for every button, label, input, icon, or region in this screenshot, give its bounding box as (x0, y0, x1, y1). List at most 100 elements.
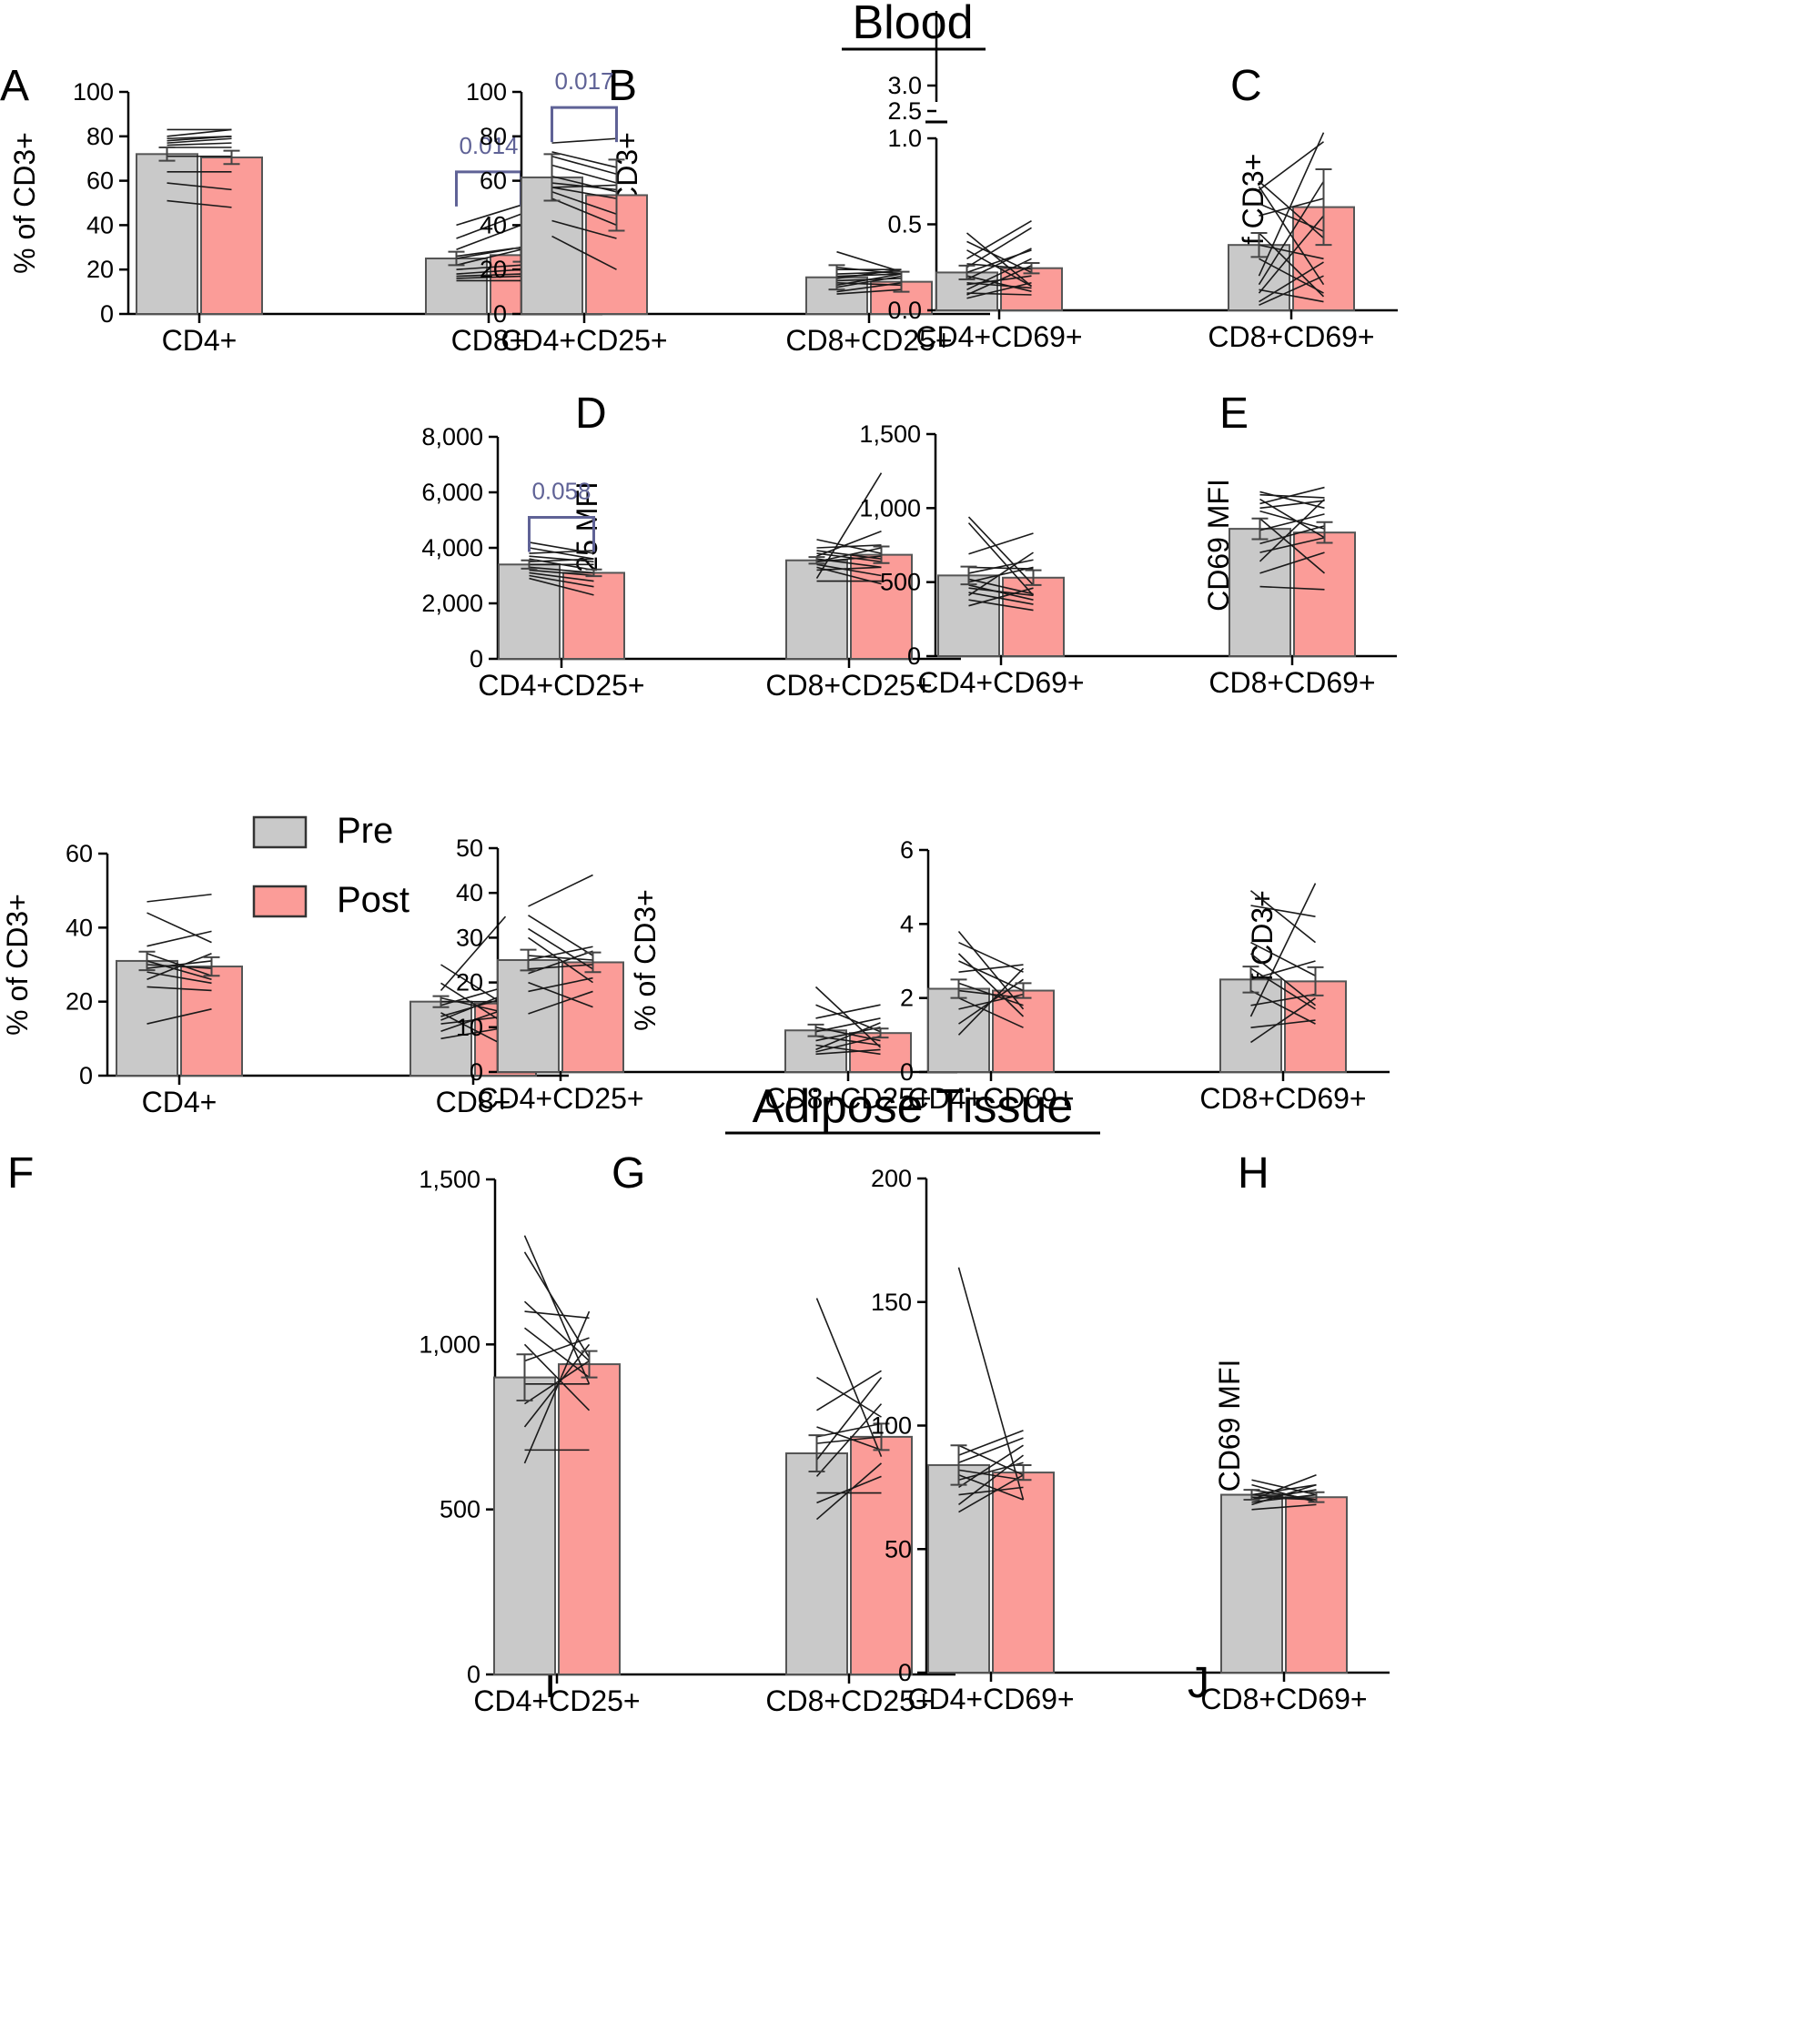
panel-letter: H (1238, 1149, 1269, 1198)
subject-line (551, 155, 617, 176)
subject-line (836, 250, 902, 273)
subject-line (456, 273, 521, 278)
subject-line (528, 936, 593, 984)
subject-line (1259, 500, 1325, 510)
y-tick-label: 50 (885, 1535, 912, 1563)
subject-line (966, 275, 1032, 292)
x-tick-label: CD4+ (162, 324, 238, 357)
subject-line (958, 982, 1024, 1006)
subject-line (529, 566, 594, 574)
y-tick-label: 0 (470, 1058, 483, 1086)
subject-line (816, 1422, 882, 1438)
y-tick-label: 0 (493, 300, 507, 328)
subject-line (1259, 498, 1326, 562)
y-tick-label: 80 (480, 123, 507, 150)
panel-letter: J (1188, 1659, 1209, 1707)
y-tick-label: 0 (100, 300, 114, 328)
subject-line (1250, 1019, 1316, 1028)
panel-letter: A (0, 62, 29, 110)
x-tick-label: CD4+CD25+ (500, 324, 667, 357)
subject-line (836, 282, 902, 287)
subject-line (167, 128, 232, 137)
subject-line (551, 175, 617, 193)
subject-line (966, 292, 1032, 296)
subject-line (816, 1376, 882, 1418)
x-tick-label: CD4+CD25+ (473, 1684, 640, 1717)
subject-line (456, 247, 521, 258)
y-tick-label: 40 (86, 211, 114, 238)
y-tick-label: 4 (900, 910, 914, 937)
bar-pre (785, 559, 848, 660)
y-tick-label: 100 (871, 1412, 912, 1440)
y-tick-label: 0 (79, 1062, 93, 1089)
y-axis-label: CD69 MFI (1213, 1360, 1246, 1492)
subject-line (958, 1430, 1024, 1456)
subject-line (816, 550, 882, 560)
bar-pre (136, 153, 198, 315)
subject-line (528, 976, 593, 993)
y-axis-label: % of CD3+ (8, 132, 41, 274)
y-tick-label: 6,000 (421, 479, 483, 506)
legend-swatch-pre (252, 815, 308, 849)
subject-line (551, 164, 617, 184)
bar-pre (785, 1452, 848, 1675)
y-tick-label: 1,000 (859, 494, 921, 521)
bar-pre (1228, 528, 1291, 658)
y-tick-label: 1,500 (419, 1166, 480, 1193)
subject-line (814, 986, 882, 1048)
y-tick-label: 100 (73, 78, 114, 106)
subject-line (1250, 941, 1316, 976)
subject-line (1249, 890, 1317, 944)
subject-line (528, 981, 593, 1008)
subject-line (958, 941, 1024, 973)
subject-line (529, 547, 594, 560)
subject-line (551, 235, 617, 270)
panel-letter: E (1219, 389, 1249, 438)
subject-line (524, 1360, 590, 1405)
subject-line (968, 566, 1034, 570)
y-tick-label: 8,000 (421, 423, 483, 450)
subject-line (958, 1474, 1024, 1513)
subject-line (440, 964, 506, 1006)
subject-line (1251, 1479, 1317, 1496)
subject-line (551, 137, 617, 144)
bar-post (992, 1472, 1055, 1674)
subject-line (966, 263, 1032, 270)
subject-line (1259, 141, 1324, 191)
subject-line (966, 249, 1032, 274)
subject-line (551, 219, 617, 239)
subject-line (1258, 132, 1325, 277)
subject-line (1258, 232, 1325, 298)
bar-pre (927, 1463, 990, 1674)
subject-line (1250, 967, 1316, 1010)
panel-a: A 0 20 40 60 80 100 % of CD3+ CD4+ CD8+ 0.014 (0, 62, 602, 357)
subject-line (1251, 1483, 1317, 1496)
subject-line (440, 1012, 506, 1047)
subject-line (967, 522, 1035, 596)
subject-line (816, 552, 882, 563)
y-tick-label: 40 (456, 879, 483, 906)
y-axis-label: % of CD3+ (629, 889, 662, 1031)
x-tick-label: CD8+CD25+ (785, 324, 952, 357)
x-tick-label: CD4+CD25+ (477, 1082, 643, 1115)
subject-line (147, 893, 212, 903)
subject-line (958, 1444, 1024, 1489)
x-tick-label: CD8+ (451, 324, 527, 357)
subject-line (968, 559, 1034, 574)
bar-pre (116, 959, 178, 1077)
subject-line (815, 1027, 881, 1042)
subject-line (147, 971, 212, 985)
subject-line (529, 541, 594, 554)
y-tick-label: 150 (871, 1289, 912, 1316)
subject-line (958, 1474, 1024, 1501)
y-tick-label: 50 (456, 834, 483, 862)
y-tick-label: 20 (86, 256, 114, 283)
y-tick-label: 0.0 (887, 297, 922, 324)
subject-line (529, 574, 594, 588)
subject-line (815, 1004, 881, 1033)
bar-post (1002, 576, 1065, 658)
